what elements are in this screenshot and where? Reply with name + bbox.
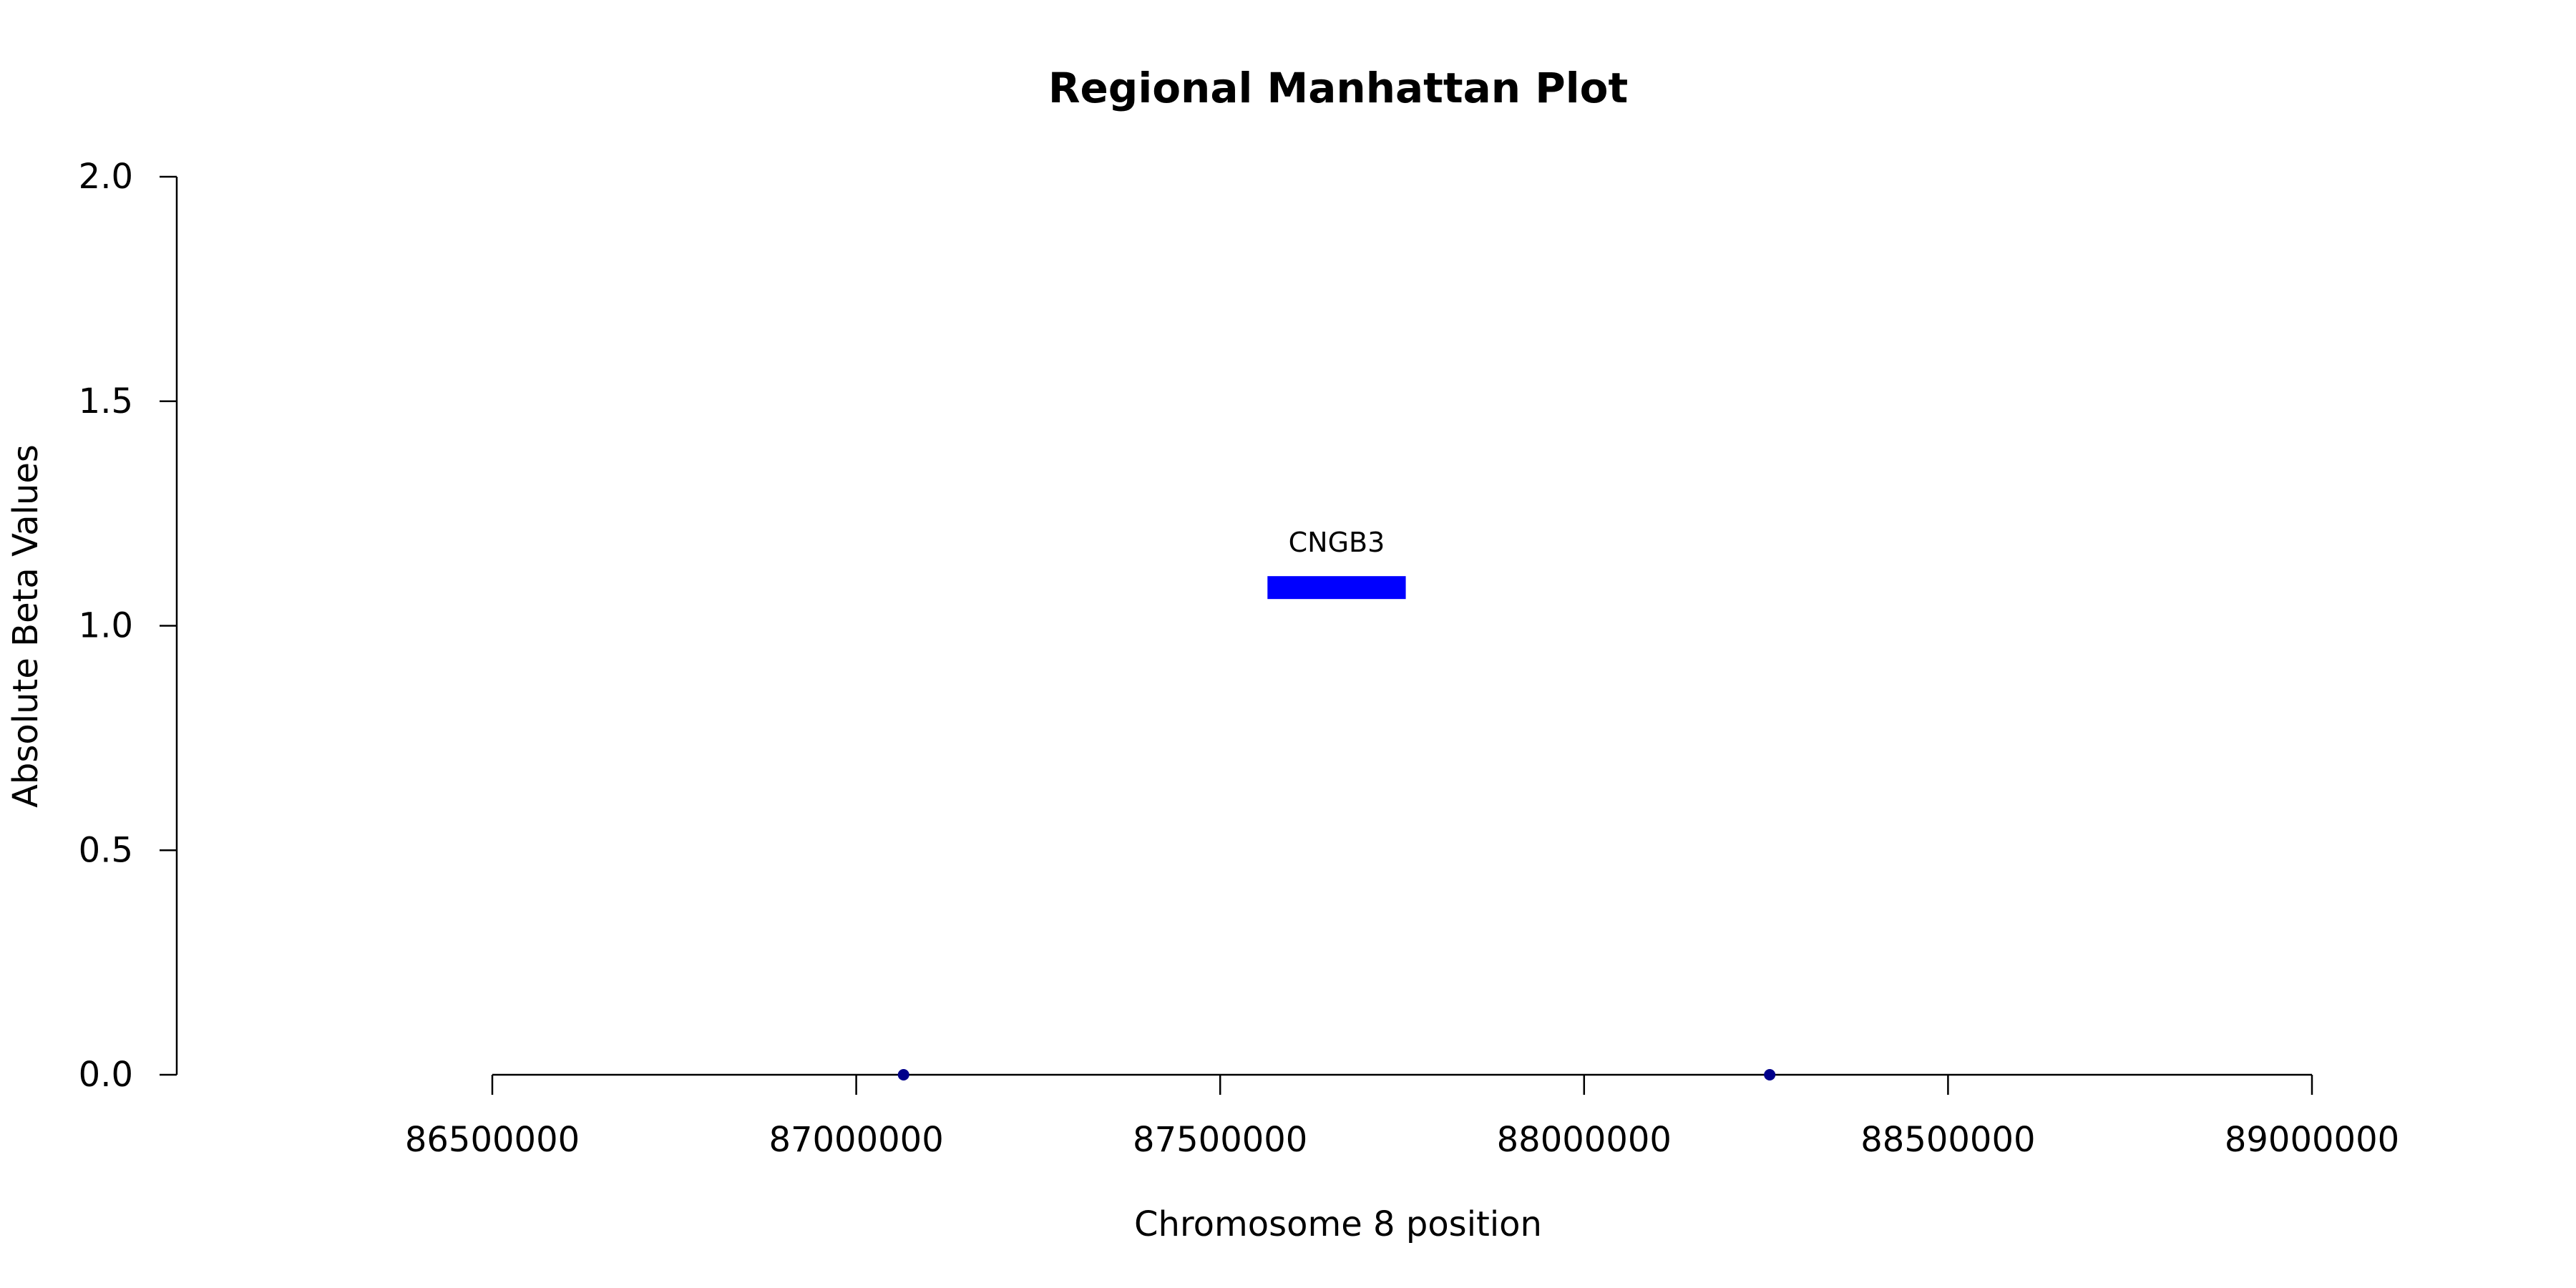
y-axis-label: Absolute Beta Values [6,444,46,808]
data-point [897,1069,909,1080]
x-axis-label: Chromosome 8 position [1134,1204,1542,1244]
x-tick-label: 87000000 [769,1120,943,1160]
y-tick-label: 0.0 [79,1055,133,1095]
x-tick-label: 89000000 [2225,1120,2399,1160]
data-point [1764,1069,1776,1080]
x-tick-label: 88000000 [1497,1120,1672,1160]
y-tick-label: 0.5 [79,830,133,870]
gene-label: CNGB3 [1289,527,1385,558]
x-tick-label: 86500000 [405,1120,580,1160]
y-tick-label: 2.0 [79,157,133,197]
x-axis-ticks: 86500000 87000000 87500000 88000000 88500000… [405,1075,2399,1160]
x-tick-label: 87500000 [1133,1120,1307,1160]
data-points [897,1069,1776,1080]
y-tick-label: 1.5 [79,381,133,421]
x-tick-label: 88500000 [1860,1120,2035,1160]
y-axis-ticks: 0.0 0.5 1.0 1.5 2.0 [79,157,177,1095]
gene-track: CNGB3 [1267,527,1406,600]
y-tick-label: 1.0 [79,606,133,646]
chart-title: Regional Manhattan Plot [1048,64,1628,112]
gene-bar [1267,576,1406,600]
